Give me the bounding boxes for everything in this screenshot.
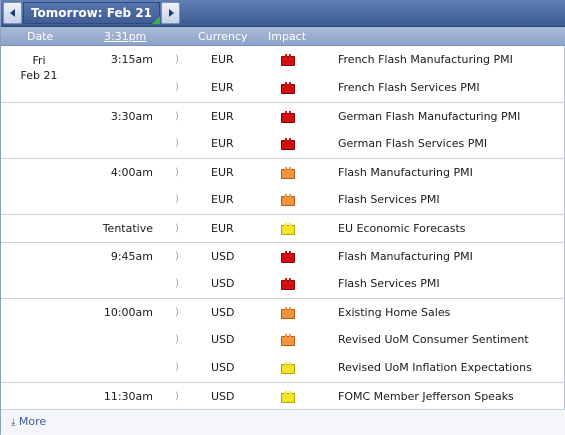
event-time: 3:15am bbox=[110, 53, 153, 66]
impact-high-icon bbox=[281, 278, 295, 290]
right-arrow-icon bbox=[169, 9, 174, 17]
event-time: 9:45am bbox=[110, 250, 153, 263]
prev-day-button[interactable] bbox=[3, 2, 22, 24]
event-title[interactable]: French Flash Services PMI bbox=[338, 81, 480, 94]
event-title[interactable]: Flash Manufacturing PMI bbox=[338, 166, 473, 179]
event-row[interactable]: ) USD Flash Services PMI bbox=[1, 270, 565, 298]
event-time: Tentative bbox=[102, 222, 153, 235]
more-label: More bbox=[18, 415, 47, 428]
sound-alert-icon[interactable]: ) bbox=[175, 82, 179, 93]
impact-high-icon bbox=[281, 54, 295, 66]
date-cell: Fri Feb 21 bbox=[1, 46, 77, 83]
event-row[interactable]: Tentative) EUR EU Economic Forecasts bbox=[1, 214, 565, 242]
column-header: Date 3:31pm Currency Impact bbox=[1, 27, 565, 46]
event-title[interactable]: FOMC Member Jefferson Speaks bbox=[338, 390, 514, 403]
impact-high-icon bbox=[281, 82, 295, 94]
event-currency: USD bbox=[211, 333, 235, 346]
event-currency: EUR bbox=[211, 53, 234, 66]
sound-alert-icon[interactable]: ) bbox=[175, 223, 179, 234]
event-row[interactable]: ) EUR German Flash Services PMI bbox=[1, 130, 565, 158]
sound-alert-icon[interactable]: ) bbox=[175, 278, 179, 289]
event-currency: EUR bbox=[211, 193, 234, 206]
event-currency: USD bbox=[211, 277, 235, 290]
event-currency: USD bbox=[211, 250, 235, 263]
event-row[interactable]: ) EUR Flash Services PMI bbox=[1, 186, 565, 214]
event-time: 11:30am bbox=[103, 390, 153, 403]
download-arrow-icon: ⤓ bbox=[11, 417, 16, 428]
impact-medium-icon bbox=[281, 307, 295, 319]
day-corner-marker bbox=[152, 16, 160, 24]
date-day: Feb 21 bbox=[20, 69, 58, 82]
impact-low-icon bbox=[281, 223, 295, 235]
event-row[interactable]: ) USD Revised UoM Inflation Expectations bbox=[1, 354, 565, 382]
event-title[interactable]: French Flash Manufacturing PMI bbox=[338, 53, 513, 66]
event-time: 3:30am bbox=[110, 110, 153, 123]
impact-high-icon bbox=[281, 251, 295, 263]
event-row[interactable]: ) EUR French Flash Services PMI bbox=[1, 74, 565, 102]
event-time: 4:00am bbox=[110, 166, 153, 179]
event-title[interactable]: German Flash Services PMI bbox=[338, 137, 488, 150]
left-arrow-icon bbox=[10, 9, 15, 17]
column-header-date: Date bbox=[27, 30, 54, 43]
event-row[interactable]: 9:45am) USD Flash Manufacturing PMI bbox=[1, 242, 565, 270]
sound-alert-icon[interactable]: ) bbox=[175, 138, 179, 149]
event-title[interactable]: Flash Services PMI bbox=[338, 277, 440, 290]
more-link[interactable]: ⤓ More bbox=[11, 415, 46, 428]
event-currency: USD bbox=[211, 306, 235, 319]
sound-alert-icon[interactable]: ) bbox=[175, 362, 179, 373]
event-title[interactable]: Flash Services PMI bbox=[338, 193, 440, 206]
impact-high-icon bbox=[281, 111, 295, 123]
event-time bbox=[61, 130, 153, 158]
event-row[interactable]: 3:30am) EUR German Flash Manufacturing PMI bbox=[1, 102, 565, 130]
event-title[interactable]: Flash Manufacturing PMI bbox=[338, 250, 473, 263]
event-currency: USD bbox=[211, 390, 235, 403]
event-currency: EUR bbox=[211, 110, 234, 123]
event-currency: EUR bbox=[211, 81, 234, 94]
sound-alert-icon[interactable]: ) bbox=[175, 167, 179, 178]
event-title[interactable]: Existing Home Sales bbox=[338, 306, 451, 319]
event-currency: EUR bbox=[211, 166, 234, 179]
impact-low-icon bbox=[281, 362, 295, 374]
current-day-text: Tomorrow: Feb 21 bbox=[30, 6, 153, 20]
impact-medium-icon bbox=[281, 167, 295, 179]
event-title[interactable]: Revised UoM Inflation Expectations bbox=[338, 361, 532, 374]
sound-alert-icon[interactable]: ) bbox=[175, 194, 179, 205]
sound-alert-icon[interactable]: ) bbox=[175, 307, 179, 318]
sound-alert-icon[interactable]: ) bbox=[175, 391, 179, 402]
event-row[interactable]: 3:15am) EUR French Flash Manufacturing PMI bbox=[1, 46, 565, 74]
impact-medium-icon bbox=[281, 194, 295, 206]
date-weekday: Fri bbox=[32, 54, 46, 67]
sound-alert-icon[interactable]: ) bbox=[175, 54, 179, 65]
impact-high-icon bbox=[281, 138, 295, 150]
column-header-currency: Currency bbox=[198, 30, 248, 43]
event-currency: USD bbox=[211, 361, 235, 374]
calendar-footer: ⤓ More bbox=[1, 409, 565, 435]
event-time bbox=[61, 326, 153, 354]
next-day-button[interactable] bbox=[161, 2, 180, 24]
event-time bbox=[61, 354, 153, 382]
event-title[interactable]: Revised UoM Consumer Sentiment bbox=[338, 333, 529, 346]
event-time bbox=[61, 186, 153, 214]
event-row[interactable]: 11:30am) USD FOMC Member Jefferson Speaks bbox=[1, 382, 565, 410]
event-row[interactable]: 4:00am) EUR Flash Manufacturing PMI bbox=[1, 158, 565, 186]
event-title[interactable]: EU Economic Forecasts bbox=[338, 222, 466, 235]
event-time bbox=[61, 270, 153, 298]
event-time bbox=[61, 74, 153, 102]
event-row[interactable]: ) USD Revised UoM Consumer Sentiment bbox=[1, 326, 565, 354]
event-currency: EUR bbox=[211, 222, 234, 235]
event-currency: EUR bbox=[211, 137, 234, 150]
event-row[interactable]: 10:00am) USD Existing Home Sales bbox=[1, 298, 565, 326]
current-day-label: Tomorrow: Feb 21 bbox=[23, 2, 160, 24]
event-time: 10:00am bbox=[103, 306, 153, 319]
sound-alert-icon[interactable]: ) bbox=[175, 251, 179, 262]
sound-alert-icon[interactable]: ) bbox=[175, 334, 179, 345]
impact-low-icon bbox=[281, 391, 295, 403]
impact-medium-icon bbox=[281, 334, 295, 346]
event-title[interactable]: German Flash Manufacturing PMI bbox=[338, 110, 521, 123]
calendar-nav-bar: Tomorrow: Feb 21 bbox=[1, 0, 565, 27]
current-time-link[interactable]: 3:31pm bbox=[104, 30, 147, 43]
sound-alert-icon[interactable]: ) bbox=[175, 111, 179, 122]
column-header-impact: Impact bbox=[268, 30, 307, 43]
